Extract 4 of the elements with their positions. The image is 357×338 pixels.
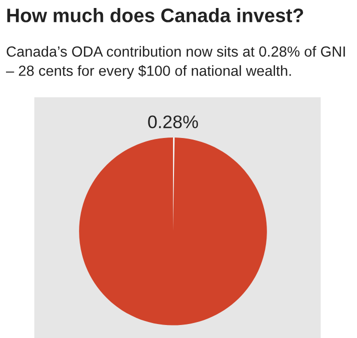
pie-slice bbox=[79, 137, 267, 326]
chart-subtitle: Canada’s ODA contribution now sits at 0.28% of GNI – 28 cents for every $100 of national wealth. bbox=[6, 46, 345, 79]
data-label: 0.28% bbox=[148, 115, 198, 128]
chart-title: How much does Canada invest? bbox=[7, 8, 304, 22]
